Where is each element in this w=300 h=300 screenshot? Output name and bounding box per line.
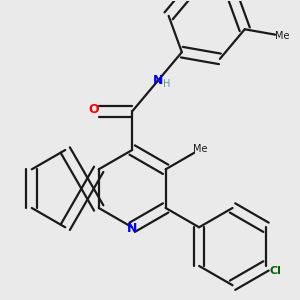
Text: Me: Me [193, 144, 208, 154]
Text: N: N [127, 222, 137, 235]
Text: H: H [163, 79, 170, 89]
Text: O: O [88, 103, 99, 116]
Text: Cl: Cl [269, 266, 281, 276]
Text: Me: Me [275, 31, 290, 41]
Text: N: N [153, 74, 164, 87]
